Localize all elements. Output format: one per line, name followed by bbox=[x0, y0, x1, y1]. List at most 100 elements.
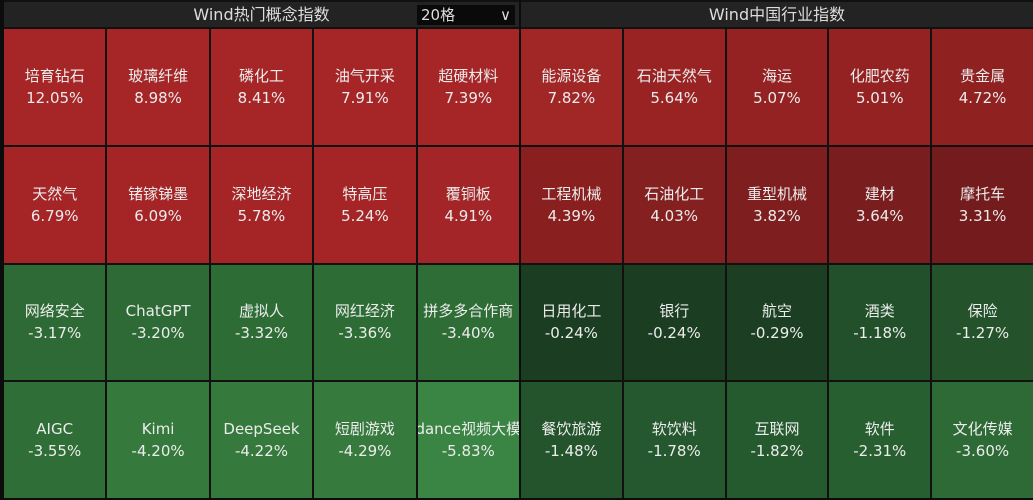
tile-name: 建材 bbox=[864, 184, 895, 203]
heatmap-tile[interactable]: 贵金属 4.72% bbox=[932, 29, 1033, 145]
heatmap-tile[interactable]: 重型机械 3.82% bbox=[726, 146, 828, 263]
heatmap-tile[interactable]: 建材 3.64% bbox=[829, 146, 931, 263]
tile-name: 锗镓锑墨 bbox=[128, 184, 189, 203]
heatmap-tile[interactable]: 工程机械 4.39% bbox=[521, 146, 622, 263]
heatmap-tile[interactable]: 培育钻石 12.05% bbox=[4, 29, 106, 145]
concept-heatmap: 培育钻石 12.05% 玻璃纤维 8.98% 磷化工 8.41% 油气开采 7.91% 超硬材料… bbox=[4, 29, 519, 498]
chevron-down-icon: ∨ bbox=[500, 6, 511, 24]
heatmap-tile[interactable]: 石油天然气 5.64% bbox=[623, 29, 725, 145]
tile-change-pct: -0.24% bbox=[647, 324, 701, 343]
tile-change-pct: 5.78% bbox=[237, 206, 286, 225]
tile-name: dance视频大模 bbox=[417, 420, 519, 439]
tile-name: 贵金属 bbox=[960, 66, 1006, 85]
tile-change-pct: 5.24% bbox=[341, 206, 389, 225]
tile-change-pct: 7.39% bbox=[444, 88, 493, 107]
heatmap-tile[interactable]: 天然气 6.79% bbox=[4, 146, 106, 263]
tile-change-pct: 4.91% bbox=[444, 206, 493, 225]
heatmap-tile[interactable]: 锗镓锑墨 6.09% bbox=[107, 146, 209, 263]
tile-change-pct: 5.01% bbox=[855, 88, 904, 107]
heatmap-tile[interactable]: 超硬材料 7.39% bbox=[417, 29, 519, 145]
tile-name: 油气开采 bbox=[334, 66, 395, 85]
heatmap-tile[interactable]: 互联网 -1.82% bbox=[726, 382, 828, 498]
tile-change-pct: -1.82% bbox=[750, 442, 804, 461]
heatmap-tile[interactable]: 网红经济 -3.36% bbox=[314, 264, 416, 381]
heatmap-tile[interactable]: 磷化工 8.41% bbox=[210, 29, 313, 145]
tile-change-pct: 5.64% bbox=[650, 88, 699, 107]
heatmap-tile[interactable]: 摩托车 3.31% bbox=[932, 146, 1033, 263]
tile-change-pct: 5.07% bbox=[753, 88, 801, 107]
heatmap-tile[interactable]: 短剧游戏 -4.29% bbox=[314, 382, 416, 498]
heatmap-tile[interactable]: Kimi -4.20% bbox=[107, 382, 209, 498]
tile-name: 网红经济 bbox=[334, 302, 395, 321]
tile-change-pct: -2.31% bbox=[853, 442, 907, 461]
grid-count-select[interactable]: 20格 ∨ bbox=[417, 5, 515, 25]
tile-name: 软饮料 bbox=[651, 420, 697, 439]
tile-change-pct: 8.98% bbox=[134, 88, 182, 107]
heatmap-tile[interactable]: 能源设备 7.82% bbox=[521, 29, 622, 145]
heatmap-tile[interactable]: 文化传媒 -3.60% bbox=[932, 382, 1033, 498]
hot-concept-panel: Wind热门概念指数 20格 ∨ 培育钻石 12.05% 玻璃纤维 8.98% 磷化工 8… bbox=[4, 0, 519, 498]
heatmap-tile[interactable]: DeepSeek -4.22% bbox=[210, 382, 313, 498]
heatmap-tile[interactable]: 餐饮旅游 -1.48% bbox=[521, 382, 622, 498]
heatmap-tile[interactable]: 深地经济 5.78% bbox=[210, 146, 313, 263]
tile-name: 互联网 bbox=[754, 420, 800, 439]
heatmap-tile[interactable]: 油气开采 7.91% bbox=[314, 29, 416, 145]
tile-name: 超硬材料 bbox=[438, 66, 499, 85]
tile-change-pct: -3.40% bbox=[441, 324, 495, 343]
tile-change-pct: -5.83% bbox=[441, 442, 495, 461]
heatmap-tile[interactable]: 酒类 -1.18% bbox=[829, 264, 931, 381]
tile-change-pct: 7.82% bbox=[547, 88, 596, 107]
tile-name: 石油化工 bbox=[644, 184, 705, 203]
tile-name: 磷化工 bbox=[238, 66, 284, 85]
tile-name: 深地经济 bbox=[231, 184, 292, 203]
heatmap-tile[interactable]: 保险 -1.27% bbox=[932, 264, 1033, 381]
grid-count-value: 20格 bbox=[421, 6, 456, 24]
panel-header: Wind热门概念指数 20格 ∨ bbox=[4, 2, 519, 27]
heatmap-tile[interactable]: AIGC -3.55% bbox=[4, 382, 106, 498]
tile-name: 工程机械 bbox=[541, 184, 602, 203]
tile-change-pct: -3.20% bbox=[131, 324, 185, 343]
tile-name: AIGC bbox=[36, 420, 74, 439]
tile-name: 重型机械 bbox=[746, 184, 807, 203]
heatmap-tile[interactable]: dance视频大模 -5.83% bbox=[417, 382, 519, 498]
tile-name: 覆铜板 bbox=[445, 184, 491, 203]
heatmap-tile[interactable]: 拼多多合作商 -3.40% bbox=[417, 264, 519, 381]
tile-change-pct: -3.60% bbox=[956, 442, 1010, 461]
tile-name: 培育钻石 bbox=[24, 66, 85, 85]
tile-name: 玻璃纤维 bbox=[128, 66, 189, 85]
heatmap-tile[interactable]: ChatGPT -3.20% bbox=[107, 264, 209, 381]
heatmap-tile[interactable]: 海运 5.07% bbox=[726, 29, 828, 145]
heatmap-tile[interactable]: 银行 -0.24% bbox=[623, 264, 725, 381]
heatmap-tile[interactable]: 软件 -2.31% bbox=[829, 382, 931, 498]
heatmap-tile[interactable]: 网络安全 -3.17% bbox=[4, 264, 106, 381]
tile-change-pct: 12.05% bbox=[26, 88, 84, 107]
heatmap-tile[interactable]: 航空 -0.29% bbox=[726, 264, 828, 381]
industry-heatmap: 能源设备 7.82% 石油天然气 5.64% 海运 5.07% 化肥农药 5.01% 贵金属 4.… bbox=[521, 29, 1033, 498]
tile-name: 能源设备 bbox=[541, 66, 602, 85]
tile-change-pct: -4.29% bbox=[338, 442, 392, 461]
tile-name: 文化传媒 bbox=[952, 420, 1013, 439]
tile-change-pct: 3.64% bbox=[855, 206, 904, 225]
heatmap-tile[interactable]: 特高压 5.24% bbox=[314, 146, 416, 263]
heatmap-tile[interactable]: 化肥农药 5.01% bbox=[829, 29, 931, 145]
heatmap-tile[interactable]: 玻璃纤维 8.98% bbox=[107, 29, 209, 145]
tile-change-pct: -1.27% bbox=[956, 324, 1010, 343]
tile-name: 银行 bbox=[659, 302, 690, 321]
tile-name: ChatGPT bbox=[125, 302, 191, 321]
tile-name: 特高压 bbox=[342, 184, 388, 203]
tile-name: 保险 bbox=[967, 302, 998, 321]
tile-change-pct: -1.18% bbox=[853, 324, 907, 343]
heatmap-tile[interactable]: 日用化工 -0.24% bbox=[521, 264, 622, 381]
tile-name: 网络安全 bbox=[24, 302, 85, 321]
industry-panel: Wind中国行业指数 能源设备 7.82% 石油天然气 5.64% 海运 5.07% 化肥农… bbox=[521, 0, 1033, 498]
tile-name: 软件 bbox=[864, 420, 895, 439]
tile-name: Kimi bbox=[141, 420, 175, 439]
panel-title: Wind中国行业指数 bbox=[708, 5, 846, 24]
tile-change-pct: -0.24% bbox=[544, 324, 598, 343]
heatmap-tile[interactable]: 软饮料 -1.78% bbox=[623, 382, 725, 498]
tile-change-pct: -3.36% bbox=[338, 324, 392, 343]
tile-change-pct: -4.20% bbox=[131, 442, 185, 461]
heatmap-tile[interactable]: 覆铜板 4.91% bbox=[417, 146, 519, 263]
heatmap-tile[interactable]: 虚拟人 -3.32% bbox=[210, 264, 313, 381]
heatmap-tile[interactable]: 石油化工 4.03% bbox=[623, 146, 725, 263]
